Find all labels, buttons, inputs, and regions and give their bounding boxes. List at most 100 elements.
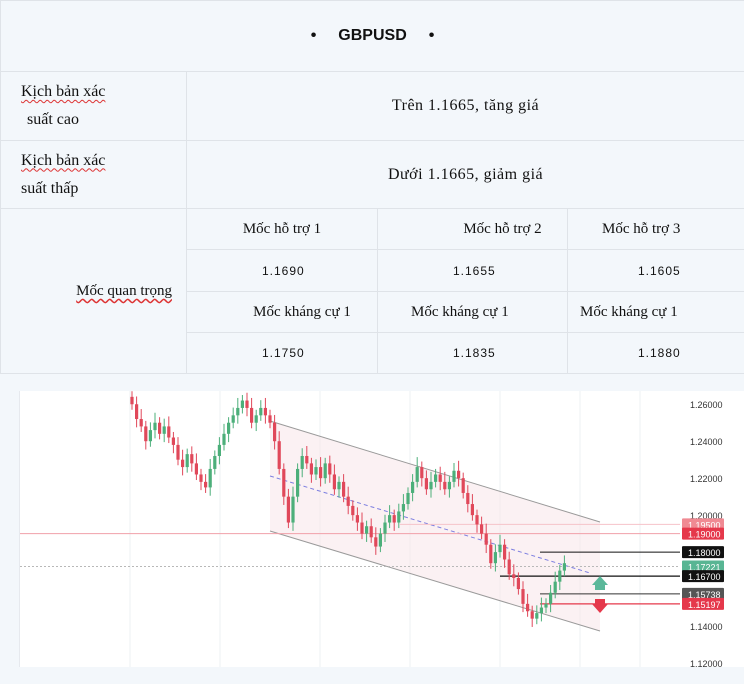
candle-body [194, 463, 198, 475]
scenario-low-label-line2: suất thấp [21, 179, 79, 197]
candle-body [378, 533, 382, 547]
y-tick-label: 1.22000 [690, 474, 723, 484]
candle-body [309, 463, 313, 475]
candle-body [470, 504, 474, 516]
price-tag-label: 1.18000 [688, 548, 721, 558]
candle-body [213, 455, 217, 469]
candle-body [204, 481, 208, 488]
candle-body [526, 603, 530, 612]
candle-body [217, 444, 221, 456]
scenario-high-label-line1: Kịch bản xác [21, 83, 106, 100]
price-tag-label: 1.15738 [688, 590, 721, 600]
candle-body [342, 481, 346, 497]
candle-body [429, 481, 433, 490]
bullet-left: • [310, 27, 317, 44]
candle-body [286, 496, 290, 523]
candle-body [498, 544, 502, 553]
candle-body [346, 496, 350, 506]
scenario-low-label: Kịch bản xác suất thấp [0, 140, 187, 209]
price-tag-bg [682, 560, 724, 573]
candle-body [355, 515, 359, 523]
y-tick-label: 1.20000 [690, 511, 723, 521]
candle-body [535, 613, 539, 619]
support-3-header: Mốc hỗ trợ 3 [566, 208, 744, 250]
support-1-value: 1.1690 [186, 249, 378, 292]
support-2-value: 1.1655 [377, 249, 568, 292]
candle-body [181, 459, 185, 468]
y-tick-label: 1.24000 [690, 437, 723, 447]
candle-body [521, 589, 525, 604]
analysis-table: • GBPUSD • Kịch bản xác suất cao Trên 1.16… [0, 0, 744, 374]
candle-body [415, 467, 419, 482]
up-arrow-icon [592, 576, 608, 585]
candle-body [328, 463, 332, 475]
candle-body [135, 404, 139, 420]
candle-body [236, 407, 240, 416]
candle-body [420, 467, 424, 479]
price-tag-bg [682, 546, 724, 559]
candle-body [323, 463, 327, 479]
candle-body [369, 526, 373, 538]
resistance-3-value: 1.1880 [566, 332, 744, 374]
candle-body [259, 407, 263, 416]
candle-body [337, 481, 341, 490]
support-3-value: 1.1605 [566, 249, 744, 292]
candle-body [268, 415, 272, 423]
candle-body [144, 426, 148, 442]
candle-body [305, 455, 309, 464]
candle-body [139, 419, 143, 427]
price-tag-bg [682, 587, 724, 600]
candle-body [388, 515, 392, 523]
key-levels-label: Mốc quan trọng [76, 283, 172, 299]
candle-body [544, 603, 548, 608]
candle-body [185, 454, 189, 468]
candle-body [461, 478, 465, 493]
candle-body [332, 474, 336, 490]
candle-body [176, 444, 180, 460]
candle-body [411, 481, 415, 493]
candle-body [512, 574, 516, 578]
candle-body [314, 467, 318, 475]
candle-body [300, 455, 304, 469]
candle-body [493, 552, 497, 564]
support-1-header: Mốc hỗ trợ 1 [186, 208, 378, 250]
candle-body [296, 468, 300, 497]
candle-body [484, 533, 488, 545]
price-tag-bg [682, 597, 724, 610]
candle-body [553, 581, 557, 593]
candle-body [365, 526, 369, 534]
y-tick-label: 1.26000 [690, 400, 723, 410]
resistance-1-header: Mốc kháng cự 1 [186, 291, 378, 333]
candle-body [397, 511, 401, 523]
candle-body [466, 492, 470, 505]
candle-body [452, 470, 456, 482]
candle-body [199, 474, 203, 482]
candle-body [434, 474, 438, 482]
key-levels-label-cell: Mốc quan trọng [0, 208, 187, 374]
candle-body [516, 577, 520, 590]
candle-body [530, 611, 534, 619]
candle-body [227, 422, 231, 434]
candle-body [222, 433, 226, 445]
candle-body [406, 492, 410, 505]
candlestick-chart: 1.26000 1.24000 1.22000 1.20000 1.14000 1.120… [20, 391, 724, 667]
candle-body [539, 607, 543, 614]
candle-body [282, 468, 286, 497]
price-tag-label: 1.16700 [688, 572, 721, 582]
candle-body [240, 400, 244, 408]
candle-body [231, 415, 235, 423]
price-tag-label: 1.19500 [688, 520, 721, 530]
candle-body [162, 426, 166, 434]
support-2-header: Mốc hỗ trợ 2 [377, 208, 568, 250]
candle-body [263, 407, 267, 416]
candle-body [475, 515, 479, 525]
candle-body [130, 396, 134, 405]
candle-body [424, 478, 428, 490]
candle-body [273, 422, 277, 442]
resistance-2-header: Mốc kháng cự 1 [377, 291, 568, 333]
resistance-2-value: 1.1835 [377, 332, 568, 374]
candle-body [158, 422, 162, 434]
y-tick-label: 1.12000 [690, 659, 723, 667]
candle-body [148, 430, 152, 442]
